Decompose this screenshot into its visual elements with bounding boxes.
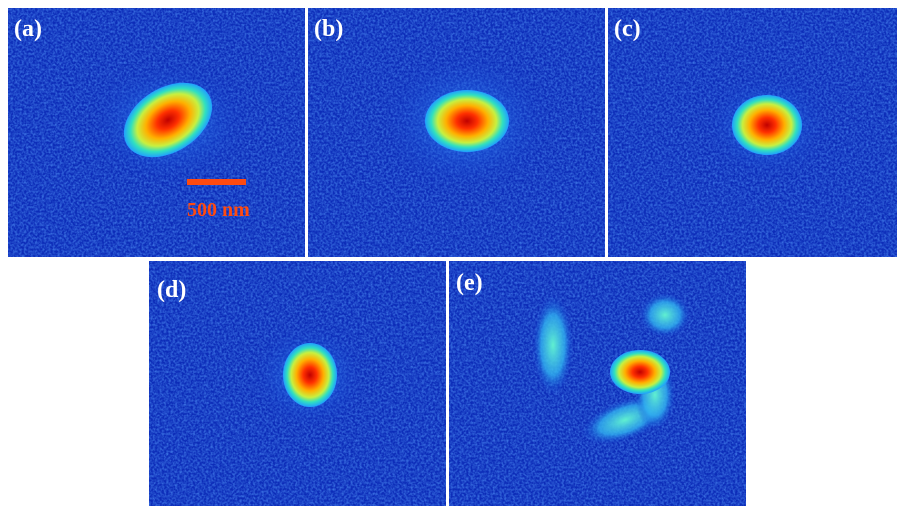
scale-bar-label: 500 nm <box>187 199 250 221</box>
figure: 500 nm (a) (b) (c) (d) (e) <box>0 0 897 506</box>
page: 500 nm (a) (b) (c) (d) (e) (() => { cons… <box>0 0 897 506</box>
blob <box>283 343 337 407</box>
noise <box>449 261 746 506</box>
blob <box>425 90 509 152</box>
panel-label: (b) <box>314 16 343 42</box>
panel-label: (e) <box>456 270 483 296</box>
blob <box>640 293 690 337</box>
panel-label: (d) <box>157 277 186 303</box>
blob <box>533 295 573 395</box>
panel-label: (c) <box>614 16 641 42</box>
blob <box>732 95 802 155</box>
panel-label: (a) <box>14 16 42 42</box>
blob <box>610 350 670 394</box>
